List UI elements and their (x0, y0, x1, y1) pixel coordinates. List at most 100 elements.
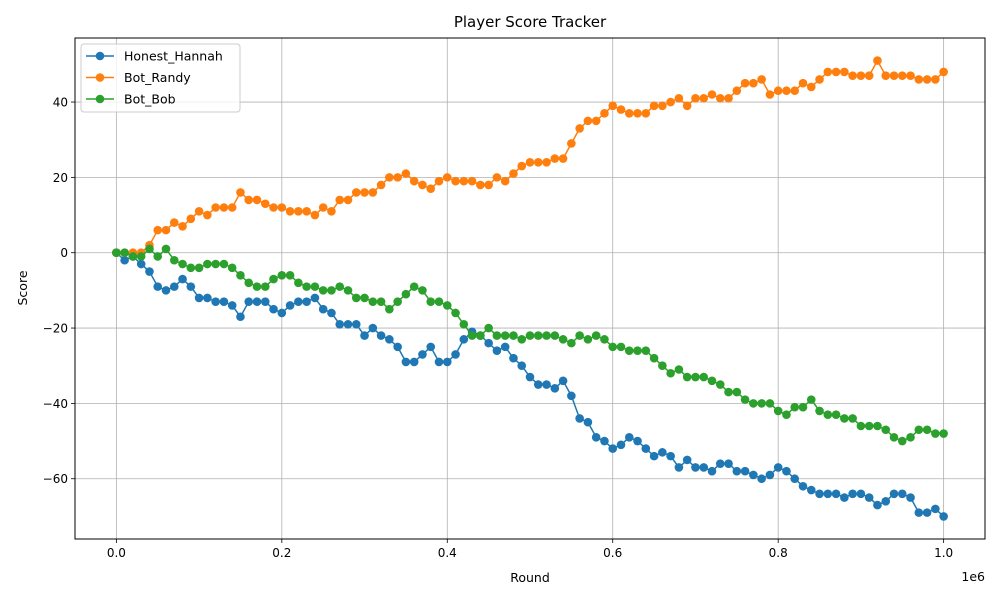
data-point-bot-bob (525, 331, 535, 340)
y-tick-label: 40 (53, 96, 68, 110)
data-point-bot-randy (782, 86, 791, 96)
data-point-bot-randy (757, 75, 766, 84)
data-point-bot-randy (517, 161, 527, 171)
data-point-bot-bob (790, 402, 800, 412)
data-point-bot-randy (550, 154, 560, 163)
data-point-bot-randy (542, 158, 551, 167)
data-point-honest-hannah (451, 350, 460, 359)
data-point-bot-randy (194, 206, 204, 216)
data-point-bot-bob (815, 406, 824, 416)
data-point-bot-bob (939, 429, 948, 438)
data-point-bot-randy (765, 90, 775, 99)
data-point-bot-randy (244, 195, 254, 205)
data-point-honest-hannah (533, 380, 543, 389)
y-tick-label: −40 (43, 397, 68, 411)
data-point-bot-randy (277, 203, 287, 212)
data-point-honest-hannah (145, 267, 154, 276)
data-point-honest-hannah (939, 512, 948, 521)
data-point-bot-randy (931, 75, 940, 84)
data-point-honest-hannah (269, 304, 278, 314)
data-point-bot-randy (641, 109, 651, 118)
data-point-bot-randy (169, 218, 179, 227)
data-point-bot-bob (145, 244, 154, 254)
data-point-bot-bob (335, 282, 345, 291)
data-point-bot-bob (169, 255, 179, 265)
data-point-honest-hannah (782, 466, 791, 476)
data-point-bot-bob (658, 361, 667, 371)
data-point-honest-hannah (393, 342, 402, 352)
data-point-bot-randy (608, 101, 618, 111)
data-point-bot-randy (922, 75, 932, 84)
data-point-bot-randy (633, 109, 642, 118)
data-point-honest-hannah (608, 444, 618, 453)
data-point-bot-bob (633, 346, 642, 355)
data-point-honest-hannah (889, 489, 899, 499)
data-point-bot-randy (914, 75, 924, 84)
data-point-bot-randy (840, 67, 849, 77)
data-point-bot-randy (509, 169, 518, 178)
data-point-honest-hannah (567, 391, 576, 401)
data-point-bot-randy (823, 67, 833, 77)
data-point-bot-randy (500, 176, 510, 186)
data-point-honest-hannah (351, 319, 361, 329)
data-point-bot-bob (691, 372, 700, 382)
data-point-honest-hannah (641, 444, 651, 453)
data-point-bot-randy (939, 67, 948, 77)
data-point-honest-hannah (757, 474, 766, 484)
data-point-bot-randy (856, 71, 866, 80)
data-point-honest-hannah (616, 440, 626, 450)
data-point-bot-randy (203, 210, 212, 220)
x-tick-label: 0.2 (272, 546, 291, 560)
data-point-bot-randy (600, 109, 609, 118)
data-point-bot-bob (385, 304, 394, 314)
data-point-bot-bob (616, 342, 626, 352)
data-point-honest-hannah (864, 493, 874, 502)
data-point-bot-randy (815, 75, 824, 84)
x-axis-label: Round (510, 570, 550, 585)
data-point-bot-bob (492, 331, 502, 340)
x-tick-label: 0.4 (438, 546, 457, 560)
x-axis-offset-label: 1e6 (961, 569, 985, 584)
data-point-bot-bob (211, 259, 220, 269)
data-point-bot-bob (244, 278, 254, 288)
data-point-honest-hannah (575, 414, 584, 423)
data-point-bot-bob (484, 323, 493, 333)
data-point-bot-randy (376, 180, 386, 190)
axis-ticks: 0.0 0.2 0.4 0.6 0.8 1.0 −60 −40 −20 0 20 40 (43, 96, 954, 560)
data-point-honest-hannah (856, 489, 866, 499)
legend-entry-bot-bob: Bot_Bob (86, 92, 176, 107)
data-point-honest-hannah (368, 323, 378, 333)
data-point-honest-hannah (442, 357, 452, 367)
data-point-honest-hannah (219, 297, 229, 306)
data-point-honest-hannah (873, 500, 882, 510)
data-point-bot-randy (219, 203, 229, 212)
data-point-bot-randy (682, 101, 692, 111)
data-point-bot-bob (409, 282, 419, 291)
data-point-honest-hannah (707, 466, 717, 476)
data-point-honest-hannah (227, 301, 237, 310)
data-point-honest-hannah (426, 342, 436, 352)
data-point-bot-bob (442, 301, 452, 310)
data-point-bot-bob (260, 282, 270, 291)
data-point-bot-randy (318, 203, 328, 212)
data-point-honest-hannah (418, 350, 427, 359)
data-point-bot-randy (252, 195, 262, 205)
data-point-bot-randy (873, 56, 882, 65)
data-point-bot-randy (442, 173, 452, 182)
data-point-honest-hannah (434, 357, 444, 367)
data-point-bot-randy (327, 206, 336, 216)
data-point-bot-randy (699, 93, 709, 103)
data-point-honest-hannah (583, 417, 593, 427)
data-point-bot-randy (451, 176, 460, 186)
data-point-honest-hannah (633, 436, 642, 446)
data-point-honest-hannah (236, 312, 245, 322)
data-point-bot-bob (823, 410, 833, 419)
data-point-honest-hannah (153, 282, 163, 291)
data-point-bot-randy (409, 176, 419, 186)
x-tick-label: 0.6 (603, 546, 622, 560)
data-point-bot-randy (707, 90, 717, 99)
data-point-bot-randy (624, 109, 634, 118)
data-point-bot-randy (773, 86, 783, 96)
data-point-bot-bob (467, 331, 477, 340)
data-point-honest-hannah (931, 504, 940, 514)
